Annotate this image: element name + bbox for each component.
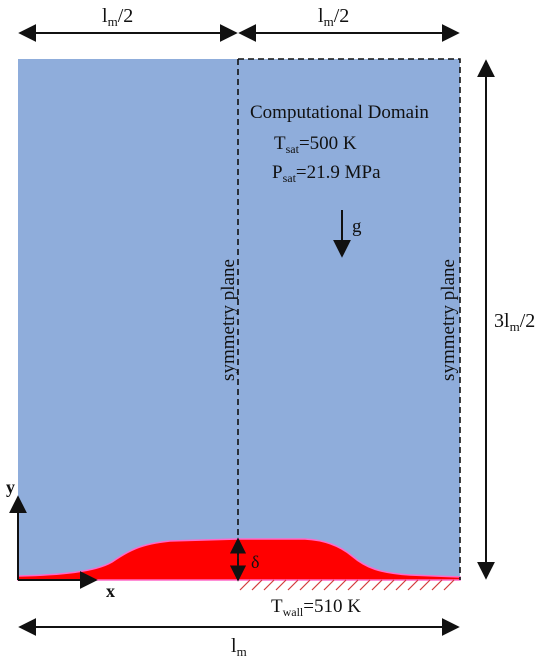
- saturation-pressure: Psat=21.9 MPa: [272, 162, 381, 185]
- left-symmetry-plane-label: symmetry plane: [218, 259, 239, 381]
- top-right-dimension-label: lm/2: [318, 5, 349, 29]
- height-dimension-label: 3lm/2: [494, 310, 535, 334]
- wall-hatch: [239, 579, 455, 591]
- right-symmetry-plane-label: symmetry plane: [438, 259, 459, 381]
- wall-temperature: Twall=510 K: [271, 596, 361, 619]
- right-dashed-boundary: [238, 58, 461, 580]
- x-axis-label: x: [106, 581, 115, 601]
- top-left-dimension-label: lm/2: [102, 5, 133, 29]
- film-thickness-label: δ: [251, 552, 259, 572]
- domain-title: Computational Domain: [250, 102, 429, 123]
- saturation-temperature: Tsat=500 K: [274, 133, 357, 156]
- y-axis-label: y: [6, 477, 15, 497]
- gravity-label: g: [352, 216, 362, 237]
- bottom-dimension-label: lm: [231, 635, 247, 659]
- domain-background: [18, 59, 460, 580]
